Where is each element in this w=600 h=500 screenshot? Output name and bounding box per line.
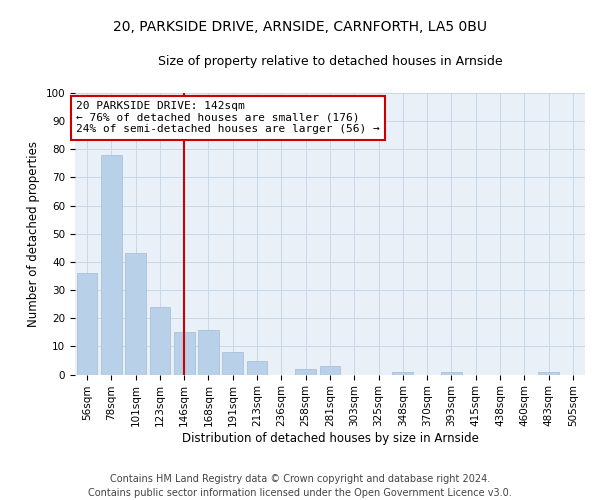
Bar (441, 372, 462, 374)
Bar (77, 273, 97, 374)
Bar (198, 330, 219, 374)
Text: Contains HM Land Registry data © Crown copyright and database right 2024.
Contai: Contains HM Land Registry data © Crown c… (88, 474, 512, 498)
Y-axis label: Number of detached properties: Number of detached properties (27, 140, 40, 326)
Bar (392, 372, 413, 374)
X-axis label: Distribution of detached houses by size in Arnside: Distribution of detached houses by size … (182, 432, 478, 445)
Text: 20, PARKSIDE DRIVE, ARNSIDE, CARNFORTH, LA5 0BU: 20, PARKSIDE DRIVE, ARNSIDE, CARNFORTH, … (113, 20, 487, 34)
Bar (223, 352, 243, 374)
Bar (149, 307, 170, 374)
Bar (538, 372, 559, 374)
Bar (247, 360, 268, 374)
Bar (295, 369, 316, 374)
Bar (320, 366, 340, 374)
Bar (101, 155, 122, 374)
Bar (125, 254, 146, 374)
Bar (174, 332, 194, 374)
Title: Size of property relative to detached houses in Arnside: Size of property relative to detached ho… (158, 55, 502, 68)
Text: 20 PARKSIDE DRIVE: 142sqm
← 76% of detached houses are smaller (176)
24% of semi: 20 PARKSIDE DRIVE: 142sqm ← 76% of detac… (76, 101, 380, 134)
